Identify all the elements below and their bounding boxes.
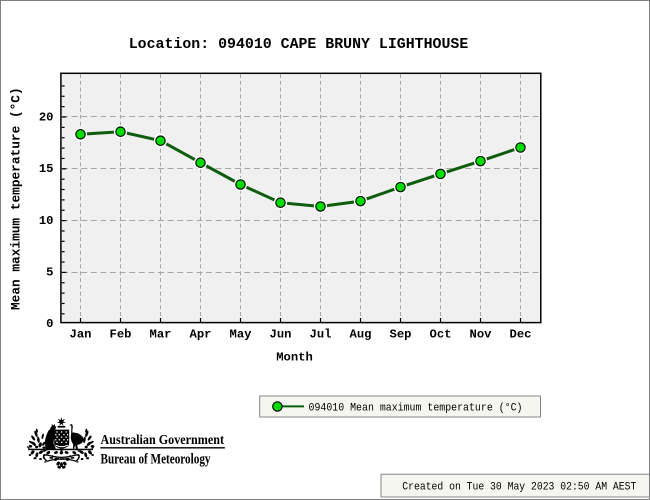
svg-text:Aug: Aug — [350, 328, 372, 342]
svg-text:Location: 094010 CAPE BRUNY LI: Location: 094010 CAPE BRUNY LIGHTHOUSE — [129, 37, 469, 53]
svg-text:Dec: Dec — [510, 328, 532, 342]
svg-text:Sep: Sep — [390, 328, 412, 342]
svg-text:Nov: Nov — [470, 328, 493, 342]
svg-text:Oct: Oct — [430, 328, 452, 342]
svg-text:Bureau of Meteorology: Bureau of Meteorology — [101, 452, 211, 468]
svg-text:May: May — [230, 328, 253, 342]
svg-text:094010 Mean maximum temperatur: 094010 Mean maximum temperature (°C) — [309, 402, 523, 414]
svg-text:Australian Government: Australian Government — [101, 433, 225, 448]
svg-text:10: 10 — [39, 214, 54, 228]
svg-text:5: 5 — [46, 266, 53, 280]
svg-text:Mean maximum temperature (°C): Mean maximum temperature (°C) — [9, 87, 24, 310]
svg-text:0: 0 — [46, 317, 53, 331]
svg-text:Jun: Jun — [270, 328, 292, 342]
svg-text:Jul: Jul — [310, 328, 332, 342]
svg-text:Apr: Apr — [190, 328, 212, 342]
svg-text:Created on Tue 30 May 2023 02:: Created on Tue 30 May 2023 02:50 AM AEST — [402, 481, 636, 493]
svg-text:Feb: Feb — [110, 328, 132, 342]
svg-text:Month: Month — [276, 351, 313, 365]
svg-text:15: 15 — [39, 162, 54, 176]
svg-text:Jan: Jan — [70, 328, 92, 342]
svg-text:Mar: Mar — [150, 328, 172, 342]
svg-text:20: 20 — [39, 111, 54, 125]
